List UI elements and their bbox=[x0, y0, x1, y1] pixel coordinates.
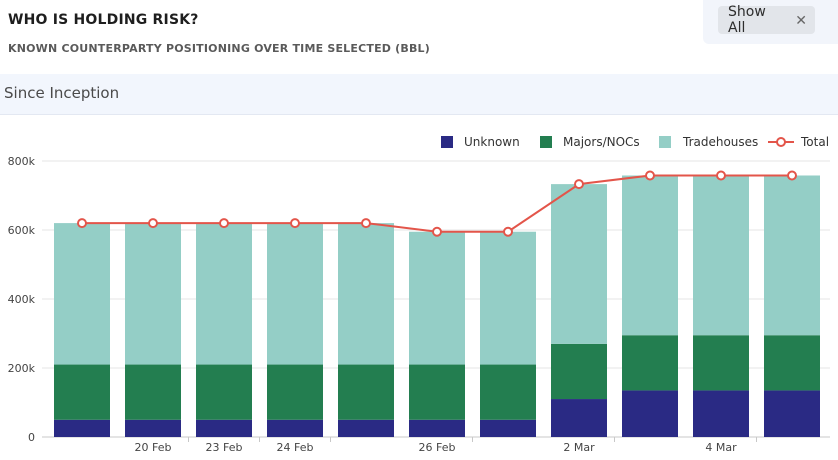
total-point[interactable] bbox=[574, 179, 584, 190]
bar-unknown[interactable] bbox=[196, 419, 252, 437]
legend-swatch-majors-nocs bbox=[540, 136, 552, 148]
legend-label-majors-nocs[interactable]: Majors/NOCs bbox=[563, 135, 640, 149]
bar-unknown[interactable] bbox=[480, 419, 536, 437]
x-tick-label: 4 Mar bbox=[705, 441, 737, 454]
show-all-label: Show All bbox=[728, 4, 766, 36]
legend-label-unknown[interactable]: Unknown bbox=[464, 135, 520, 149]
x-tick-label: 2 Mar bbox=[563, 441, 595, 454]
legend-swatch-unknown bbox=[441, 136, 453, 148]
bar-majors-nocs[interactable] bbox=[196, 364, 252, 420]
bar-tradehouses[interactable] bbox=[267, 223, 323, 365]
y-tick-label: 400k bbox=[8, 293, 36, 306]
total-line bbox=[82, 174, 792, 233]
show-all-button[interactable]: Show All ✕ bbox=[718, 4, 815, 36]
period-bar[interactable]: Since Inception bbox=[0, 74, 838, 115]
x-tick-label: 23 Feb bbox=[206, 441, 243, 454]
period-label: Since Inception bbox=[4, 84, 120, 102]
total-point[interactable] bbox=[787, 170, 797, 181]
legend-label-total[interactable]: Total bbox=[800, 135, 829, 149]
bar-majors-nocs[interactable] bbox=[693, 335, 749, 391]
legend-label-tradehouses[interactable]: Tradehouses bbox=[682, 135, 758, 149]
bar-unknown[interactable] bbox=[125, 419, 181, 437]
bar-tradehouses[interactable] bbox=[693, 175, 749, 336]
page-subtitle: KNOWN COUNTERPARTY POSITIONING OVER TIME… bbox=[8, 42, 430, 55]
x-tick-label: 20 Feb bbox=[135, 441, 172, 454]
bar-tradehouses[interactable] bbox=[409, 231, 465, 365]
bar-unknown[interactable] bbox=[338, 419, 394, 437]
risk-chart: 0 200k 400k 600k 800k 20 Feb 23 Feb 24 Feb 26 Fe… bbox=[8, 135, 830, 454]
bar-unknown[interactable] bbox=[551, 399, 607, 437]
y-tick-label: 0 bbox=[28, 431, 35, 444]
bar-tradehouses[interactable] bbox=[338, 223, 394, 365]
x-tick-label: 24 Feb bbox=[277, 441, 314, 454]
total-point[interactable] bbox=[645, 170, 655, 181]
y-tick-label: 200k bbox=[8, 362, 36, 375]
bar-tradehouses[interactable] bbox=[622, 175, 678, 336]
total-point[interactable] bbox=[716, 170, 726, 181]
total-point[interactable] bbox=[148, 218, 158, 229]
total-point[interactable] bbox=[290, 218, 300, 229]
bar-unknown[interactable] bbox=[267, 419, 323, 437]
bar-majors-nocs[interactable] bbox=[409, 364, 465, 420]
bar-unknown[interactable] bbox=[409, 419, 465, 437]
total-point[interactable] bbox=[219, 218, 229, 229]
x-tick-label: 26 Feb bbox=[419, 441, 456, 454]
bar-unknown[interactable] bbox=[54, 419, 110, 437]
bar-majors-nocs[interactable] bbox=[338, 364, 394, 420]
total-point[interactable] bbox=[361, 218, 371, 229]
y-tick-label: 800k bbox=[8, 155, 36, 168]
bar-tradehouses[interactable] bbox=[764, 175, 820, 336]
bar-tradehouses[interactable] bbox=[125, 223, 181, 365]
bar-majors-nocs[interactable] bbox=[267, 364, 323, 420]
bar-unknown[interactable] bbox=[764, 390, 820, 437]
bar-tradehouses[interactable] bbox=[54, 223, 110, 365]
bar-majors-nocs[interactable] bbox=[551, 343, 607, 400]
bar-majors-nocs[interactable] bbox=[480, 364, 536, 420]
bar-majors-nocs[interactable] bbox=[622, 335, 678, 391]
legend-total-marker bbox=[776, 137, 786, 147]
header: WHO IS HOLDING RISK? KNOWN COUNTERPARTY … bbox=[0, 0, 838, 72]
close-icon[interactable]: ✕ bbox=[795, 12, 807, 28]
bar-tradehouses[interactable] bbox=[480, 231, 536, 365]
bar-majors-nocs[interactable] bbox=[125, 364, 181, 420]
page-title: WHO IS HOLDING RISK? bbox=[8, 12, 199, 28]
legend-swatch-tradehouses bbox=[659, 136, 671, 148]
y-tick-label: 600k bbox=[8, 224, 36, 237]
bar-tradehouses[interactable] bbox=[196, 223, 252, 365]
total-point[interactable] bbox=[77, 218, 87, 229]
bar-majors-nocs[interactable] bbox=[54, 364, 110, 420]
total-point[interactable] bbox=[432, 226, 442, 237]
bar-tradehouses[interactable] bbox=[551, 184, 607, 344]
total-point[interactable] bbox=[503, 226, 513, 237]
bar-unknown[interactable] bbox=[622, 390, 678, 437]
bar-majors-nocs[interactable] bbox=[764, 335, 820, 391]
bar-unknown[interactable] bbox=[693, 390, 749, 437]
